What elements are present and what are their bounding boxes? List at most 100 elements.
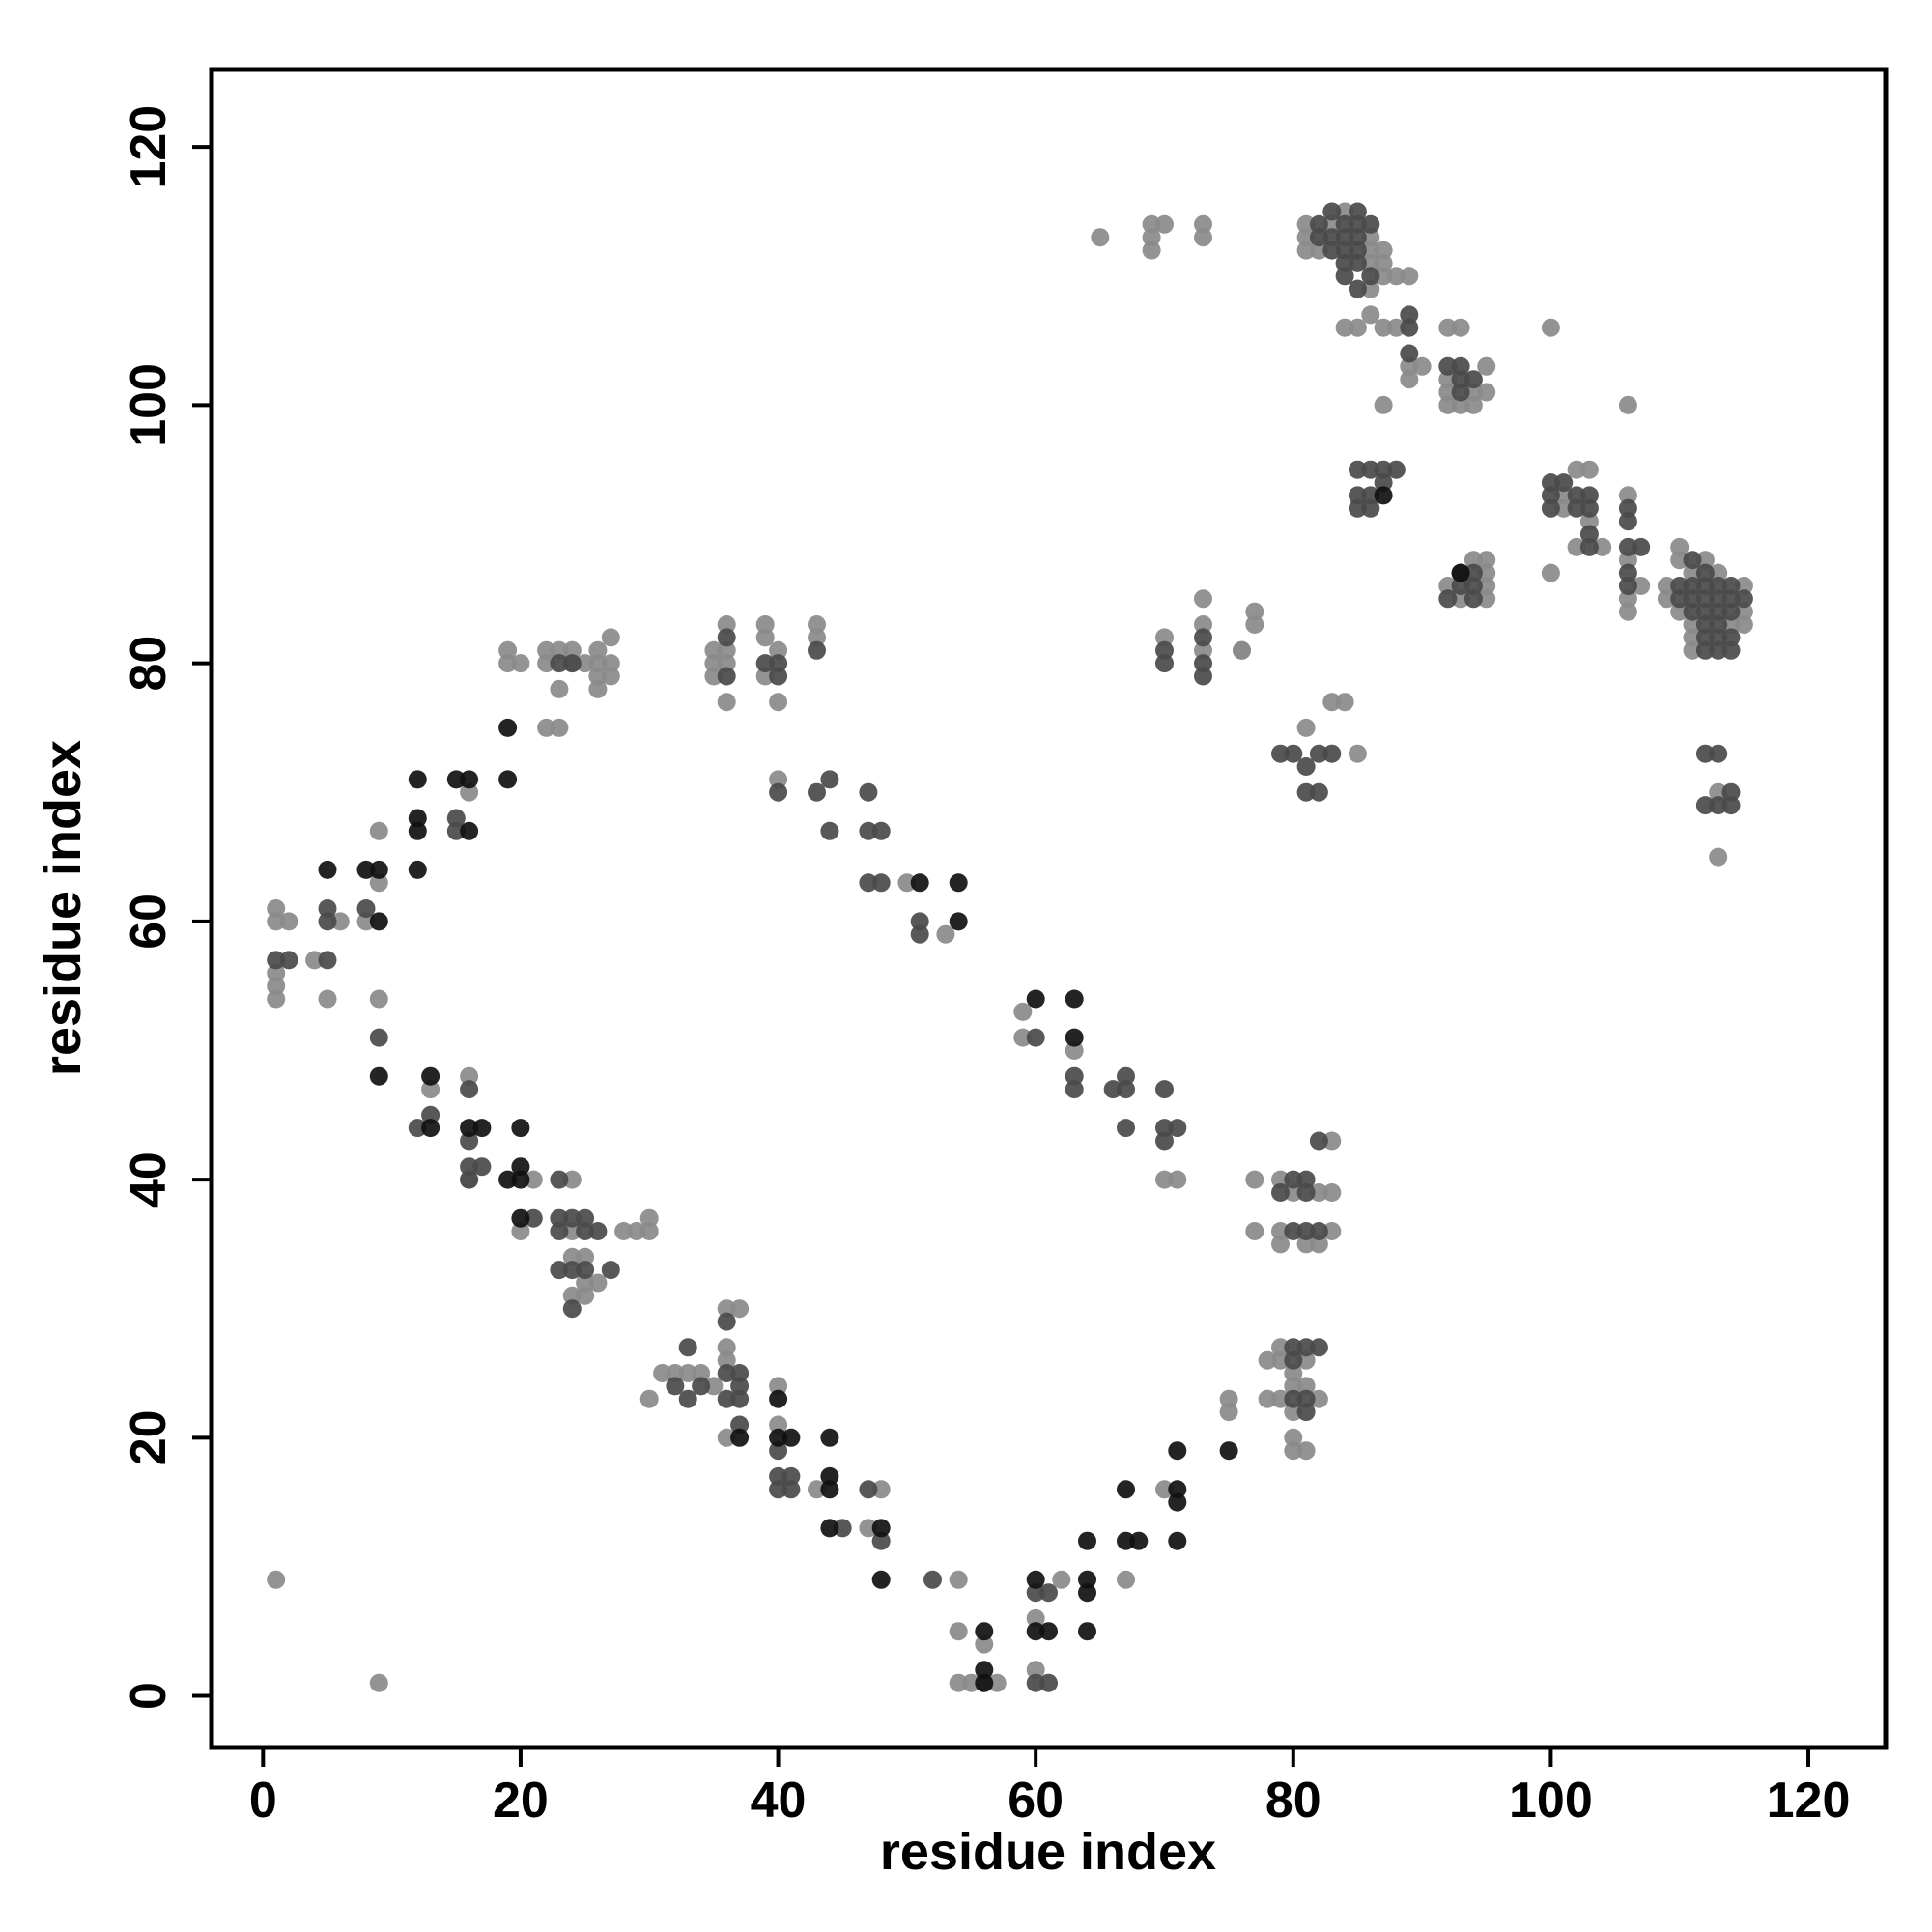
data-point-mid	[769, 1441, 788, 1461]
data-point-mid	[576, 1261, 595, 1280]
data-point-light	[1361, 228, 1380, 247]
data-point-mid	[1451, 356, 1470, 376]
data-point-mid	[267, 951, 286, 970]
data-point-dark	[1168, 1480, 1187, 1499]
data-point-mid	[1155, 1131, 1174, 1151]
data-point-mid	[460, 1131, 479, 1151]
data-point-mid	[1296, 1338, 1316, 1357]
data-point-mid	[666, 1377, 685, 1396]
data-point-dark	[408, 821, 427, 840]
data-point-mid	[1296, 757, 1316, 776]
data-point-light	[1348, 318, 1367, 337]
data-point-mid	[1117, 1080, 1135, 1099]
data-point-light	[678, 1364, 697, 1382]
data-point-mid	[1400, 305, 1419, 325]
data-point-light	[588, 679, 608, 698]
data-point-light	[562, 640, 582, 660]
data-point-mid	[1734, 589, 1753, 609]
data-point-mid	[1721, 577, 1741, 595]
data-point-mid	[408, 1119, 427, 1138]
data-point-light	[1670, 551, 1690, 570]
data-point-light	[639, 1208, 659, 1228]
data-point-light	[1567, 537, 1586, 556]
data-point-mid	[717, 667, 736, 686]
data-point-light	[1477, 589, 1496, 609]
data-point-light	[279, 912, 298, 931]
data-point-dark	[730, 1428, 750, 1447]
data-point-mid	[1451, 383, 1470, 402]
data-point-light	[1296, 1441, 1316, 1461]
data-point-light	[1296, 1235, 1316, 1254]
data-point-light	[639, 1389, 659, 1408]
data-point-light	[987, 1673, 1007, 1692]
x-tick-label: 40	[751, 1773, 807, 1829]
data-point-light	[1194, 640, 1212, 660]
data-point-light	[1271, 1389, 1290, 1408]
data-point-light	[962, 1673, 980, 1692]
data-point-light	[1734, 615, 1753, 634]
data-point-mid	[1309, 744, 1328, 763]
data-point-light	[1309, 1389, 1328, 1408]
data-point-light	[1709, 782, 1728, 802]
data-point-light	[562, 1222, 582, 1240]
data-point-mid	[1284, 1389, 1303, 1408]
data-point-light	[601, 667, 620, 686]
y-tick-label: 120	[121, 105, 177, 189]
data-point-light	[267, 1570, 286, 1589]
data-point-light	[1593, 537, 1612, 556]
data-point-mid	[1155, 654, 1174, 673]
data-point-light	[1142, 214, 1161, 234]
data-point-mid	[1322, 744, 1342, 763]
data-point-dark	[1039, 1622, 1058, 1641]
data-point-light	[1361, 241, 1380, 260]
data-point-mid	[781, 1466, 801, 1486]
data-point-light	[1296, 1377, 1316, 1396]
data-point-dark	[1168, 1492, 1187, 1512]
data-point-mid	[1451, 370, 1470, 389]
data-point-light	[1296, 228, 1316, 247]
y-tick-label: 100	[121, 363, 177, 447]
data-point-light	[1734, 602, 1753, 621]
data-point-mid	[1695, 628, 1715, 647]
data-point-dark	[871, 1519, 891, 1538]
data-point-light	[1284, 1441, 1303, 1461]
data-point-light	[537, 718, 556, 737]
data-point-light	[369, 873, 388, 893]
data-point-light	[1284, 1403, 1303, 1422]
data-point-light	[330, 912, 350, 931]
data-point-light	[717, 1428, 736, 1447]
data-point-mid	[1618, 563, 1637, 582]
data-point-dark	[318, 860, 337, 879]
data-point-dark	[1078, 1583, 1096, 1603]
data-point-light	[1477, 577, 1496, 595]
data-point-light	[1322, 1131, 1342, 1151]
data-point-mid	[808, 782, 826, 802]
data-point-light	[498, 654, 518, 673]
data-point-mid	[1541, 498, 1560, 518]
data-point-light	[267, 912, 286, 931]
data-point-light	[1683, 628, 1702, 647]
data-point-light	[1541, 318, 1560, 337]
data-point-mid	[1695, 577, 1715, 595]
data-point-mid	[318, 951, 337, 970]
data-point-light	[1296, 1350, 1316, 1370]
data-point-light	[1477, 383, 1496, 402]
data-point-light	[1233, 640, 1251, 660]
data-point-mid	[1554, 473, 1574, 493]
data-point-mid	[769, 667, 788, 686]
data-point-dark	[1078, 1622, 1096, 1641]
data-point-light	[356, 912, 376, 931]
data-point-light	[1348, 744, 1367, 763]
data-point-light	[1463, 383, 1483, 402]
data-point-light	[1412, 356, 1432, 376]
data-point-light	[717, 1338, 736, 1357]
data-point-mid	[769, 1480, 788, 1499]
data-point-mid	[808, 640, 826, 660]
data-point-light	[755, 628, 775, 647]
data-point-light	[562, 1247, 582, 1266]
data-point-light	[601, 628, 620, 647]
data-point-mid	[1335, 214, 1354, 234]
data-point-light	[717, 615, 736, 634]
data-point-mid	[859, 821, 878, 840]
data-point-mid	[1709, 640, 1728, 660]
